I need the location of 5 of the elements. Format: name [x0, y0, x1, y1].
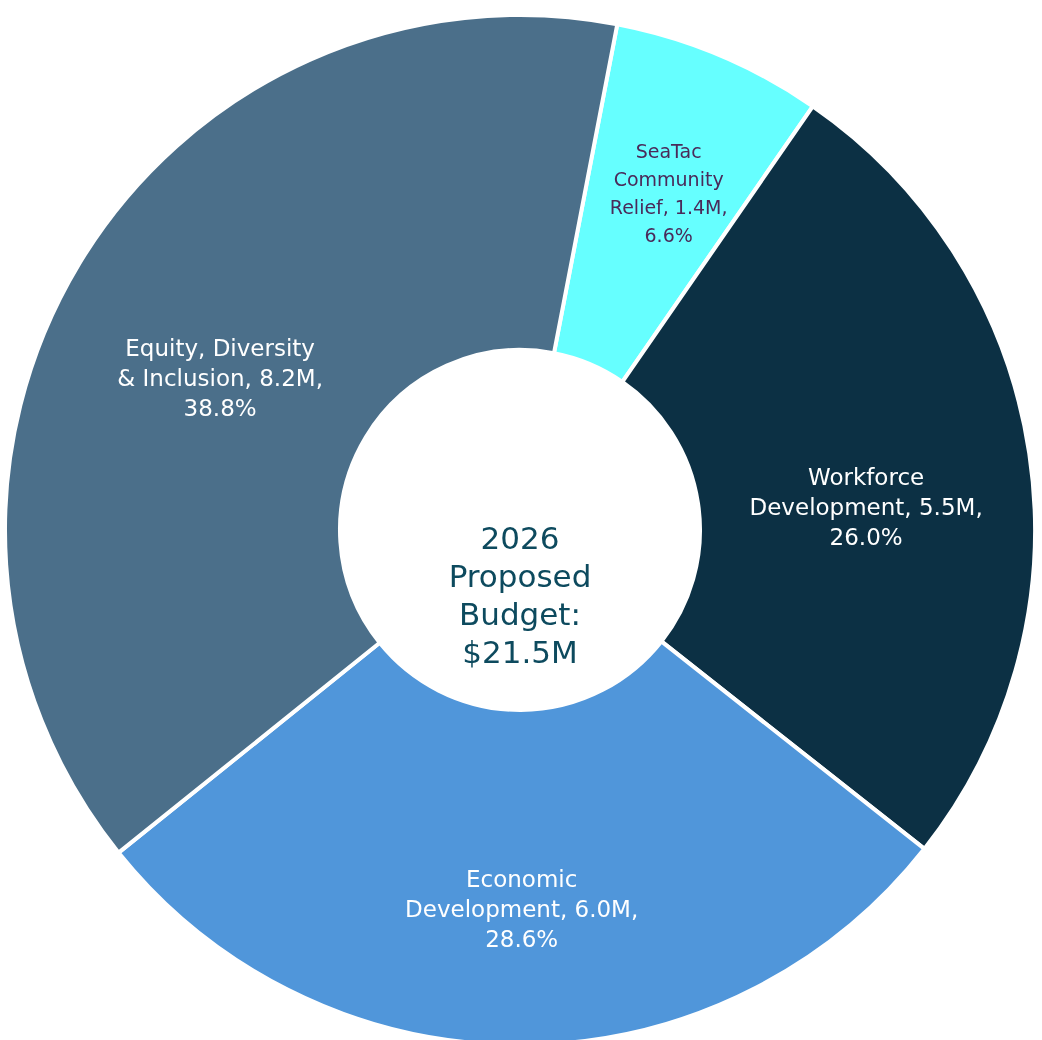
slice-label: Economic Development, 6.0M, 28.6% [405, 866, 639, 952]
text: 2026 Proposed Budget: $21.5M [448, 520, 592, 670]
slice-label: Workforce Development, 5.5M, 26.0% [749, 463, 983, 550]
slice-label: SeaTac Community Relief, 1.4M, 6.6% [609, 139, 728, 246]
slice-label: Equity, Diversity & Inclusion, 8.2M, 38.8% [117, 335, 323, 422]
